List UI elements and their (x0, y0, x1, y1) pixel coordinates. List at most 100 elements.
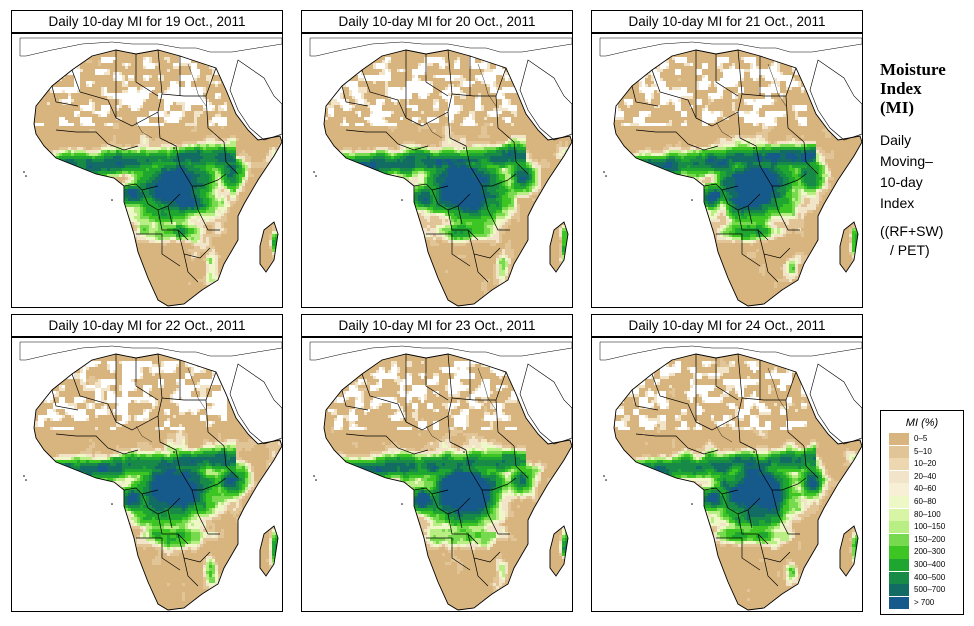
island-dot (111, 503, 113, 505)
legend-item: 500–700 (889, 584, 961, 597)
island-dot (605, 479, 607, 481)
legend-label: 150–200 (914, 534, 946, 544)
legend-title: MI (%) (905, 417, 939, 429)
europe-coast-outline (309, 341, 572, 361)
legend-item: 400–500 (889, 571, 961, 584)
island-dot (603, 171, 605, 173)
europe-coast-outline (19, 37, 282, 57)
europe-coast-outline (309, 37, 572, 57)
index-formula: ((RF+SW) / PET) (880, 222, 972, 260)
africa-map (591, 337, 863, 612)
side-title-line: (MI) (880, 98, 914, 117)
africa-map-svg (309, 37, 572, 307)
legend-swatch (889, 559, 909, 572)
legend-label: 500–700 (914, 585, 946, 595)
mi-legend: MI (%) 0–5 5–10 10–20 20–40 40–60 60–80 80–100… (880, 410, 964, 615)
map-panel: Daily 10-day MI for 24 Oct., 2011 (591, 314, 863, 612)
side-title-line: Moisture (880, 60, 946, 79)
panel-title: Daily 10-day MI for 20 Oct., 2011 (301, 10, 573, 33)
island-dot (25, 175, 27, 177)
coastline (323, 49, 572, 307)
coastline (33, 353, 282, 611)
africa-map-svg (599, 341, 862, 611)
legend-label: 300–400 (914, 560, 946, 569)
legend-item: 5–10 (889, 445, 961, 458)
africa-map (591, 33, 863, 308)
legend-item: 20–40 (889, 470, 961, 483)
island-dot (401, 503, 403, 505)
legend-item: 300–400 (889, 559, 961, 572)
country-borders (341, 49, 529, 283)
side-desc-line: Moving– (880, 153, 933, 169)
legend-swatch (889, 496, 909, 509)
europe-coast-outline (19, 341, 282, 361)
panel-title: Daily 10-day MI for 19 Oct., 2011 (11, 10, 283, 33)
legend-item: 80–100 (889, 508, 961, 521)
legend-item: 150–200 (889, 533, 961, 546)
island-dot (691, 503, 693, 505)
legend-item: 60–80 (889, 496, 961, 509)
country-borders (631, 49, 819, 283)
moisture-index-title: Moisture Index (MI) (880, 60, 970, 117)
moisture-raster (324, 57, 572, 297)
legend-item: 0–5 (889, 433, 961, 446)
legend-swatch (889, 521, 909, 534)
island-dot (401, 199, 403, 201)
legend-swatch (889, 470, 909, 483)
africa-map-svg (19, 341, 282, 611)
island-dot (23, 475, 25, 477)
legend-label: 200–300 (914, 547, 946, 557)
panel-title: Daily 10-day MI for 22 Oct., 2011 (11, 314, 283, 337)
africa-map (301, 337, 573, 612)
legend-item: 10–20 (889, 458, 961, 471)
africa-map (11, 337, 283, 612)
legend-label: > 700 (914, 597, 935, 607)
island-dot (315, 175, 317, 177)
panel-title: Daily 10-day MI for 21 Oct., 2011 (591, 10, 863, 33)
legend-label: 100–150 (914, 522, 946, 532)
island-dot (605, 175, 607, 177)
africa-map (11, 33, 283, 308)
legend-item: > 700 (889, 596, 961, 609)
legend-swatch (889, 584, 909, 597)
country-borders (341, 353, 529, 587)
legend-swatch (889, 533, 909, 546)
country-borders (51, 353, 239, 587)
map-panel: Daily 10-day MI for 19 Oct., 2011 (11, 10, 283, 308)
map-panel: Daily 10-day MI for 20 Oct., 2011 (301, 10, 573, 308)
island-dot (603, 475, 605, 477)
panel-title: Daily 10-day MI for 24 Oct., 2011 (591, 314, 863, 337)
island-dot (173, 147, 175, 149)
island-dot (463, 147, 465, 149)
island-dot (313, 171, 315, 173)
legend-item: 200–300 (889, 546, 961, 559)
index-description: Daily Moving– 10-day Index (880, 130, 970, 214)
formula-line: / PET) (890, 242, 930, 258)
legend-label: 10–20 (914, 459, 937, 469)
coastline (613, 49, 862, 307)
europe-coast-outline (599, 37, 862, 57)
side-desc-line: Index (880, 195, 915, 211)
island-dot (315, 479, 317, 481)
island-dot (753, 451, 755, 453)
island-dot (313, 475, 315, 477)
legend-swatch (889, 508, 909, 521)
legend-label: 400–500 (914, 572, 946, 582)
legend-swatch (889, 445, 909, 458)
legend-label: 60–80 (914, 497, 937, 506)
island-dot (753, 147, 755, 149)
legend-item: 40–60 (889, 483, 961, 496)
map-panel: Daily 10-day MI for 21 Oct., 2011 (591, 10, 863, 308)
legend-label: 80–100 (914, 509, 941, 519)
moisture-raster (34, 361, 282, 601)
legend-item: 100–150 (889, 521, 961, 534)
europe-coast-outline (599, 341, 862, 361)
africa-map-svg (19, 37, 282, 307)
legend-swatch (889, 433, 909, 446)
island-dot (23, 171, 25, 173)
island-dot (25, 479, 27, 481)
island-dot (111, 199, 113, 201)
legend-label: 40–60 (914, 484, 937, 494)
island-dot (173, 451, 175, 453)
side-title-line: Index (880, 79, 922, 98)
